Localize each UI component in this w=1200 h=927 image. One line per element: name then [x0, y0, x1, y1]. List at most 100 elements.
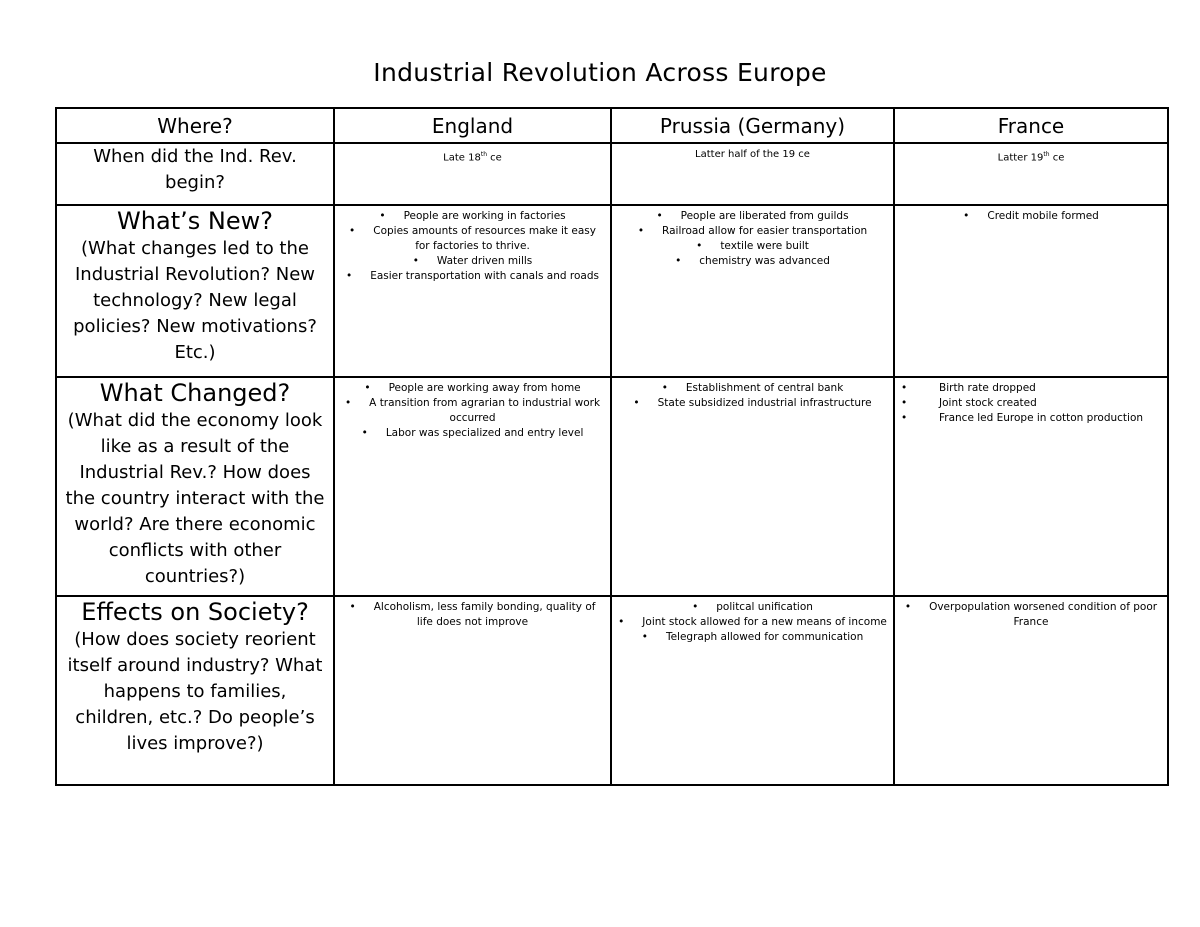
- bullet-icon: •: [633, 397, 640, 409]
- list-item-text: Water driven mills: [436, 255, 533, 267]
- list-item-text: France led Europe in cotton production: [939, 412, 1144, 424]
- list-item-text: Alcoholism, less family bonding, quality…: [373, 601, 596, 628]
- list-item-text: Overpopulation worsened condition of poo…: [929, 601, 1158, 628]
- list-item-text: People are working away from home: [388, 382, 581, 394]
- list-item-text: Birth rate dropped: [939, 382, 1036, 394]
- bullet-icon: •: [361, 427, 368, 439]
- bullet-list: • People are liberated from guilds • Railro…: [618, 206, 887, 269]
- bullet-icon: •: [346, 270, 353, 282]
- france-cell: • Overpopulation worsened condition of po…: [893, 595, 1169, 786]
- header-france: France: [893, 107, 1169, 144]
- question-cell: What Changed? (What did the economy look …: [55, 376, 335, 597]
- when-sup: th: [1043, 151, 1050, 158]
- france-cell: • Birth rate dropped • Joint stock created •…: [893, 376, 1169, 597]
- bullet-icon: •: [901, 412, 908, 424]
- prussia-when: Latter half of the 19 ce: [610, 142, 895, 206]
- bullet-list: • Establishment of central bank • State sub…: [618, 378, 887, 411]
- when-suffix: ce: [487, 152, 502, 164]
- bullet-list: • People are working in factories • Copies …: [341, 206, 604, 284]
- england-cell: • People are working away from home • A tra…: [333, 376, 612, 597]
- list-item: • People are working in factories: [341, 209, 604, 224]
- page-title: Industrial Revolution Across Europe: [373, 58, 827, 87]
- header-prussia: Prussia (Germany): [610, 107, 895, 144]
- comparison-table: Where? England Prussia (Germany) France …: [55, 107, 1169, 786]
- list-item: • politcal unification: [618, 600, 887, 615]
- prussia-cell: • People are liberated from guilds • Railro…: [610, 204, 895, 378]
- question-title: Effects on Society?: [81, 598, 309, 626]
- list-item-text: People are working in factories: [403, 210, 566, 222]
- list-item: • France led Europe in cotton production: [901, 411, 1161, 426]
- list-item: • Overpopulation worsened condition of po…: [901, 600, 1161, 630]
- bullet-icon: •: [661, 382, 668, 394]
- bullet-icon: •: [364, 382, 371, 394]
- list-item: • textile were built: [618, 239, 887, 254]
- list-item-text: Credit mobile formed: [987, 210, 1099, 222]
- list-item: • Birth rate dropped: [901, 381, 1161, 396]
- question-title: What’s New?: [117, 207, 273, 235]
- list-item: • People are liberated from guilds: [618, 209, 887, 224]
- list-item-text: chemistry was advanced: [699, 255, 830, 267]
- list-item: • Railroad allow for easier transportatio…: [618, 224, 887, 239]
- england-cell: • Alcoholism, less family bonding, qualit…: [333, 595, 612, 786]
- france-cell: • Credit mobile formed: [893, 204, 1169, 378]
- list-item-text: Establishment of central bank: [685, 382, 844, 394]
- list-item: • Water driven mills: [341, 254, 604, 269]
- list-item-text: Easier transportation with canals and ro…: [370, 270, 599, 282]
- table-row-when: When did the Ind. Rev. begin? Late 18th …: [55, 142, 1169, 206]
- bullet-icon: •: [637, 225, 645, 237]
- header-row: Where? England Prussia (Germany) France: [55, 107, 1169, 144]
- list-item-text: Telegraph allowed for communication: [665, 631, 864, 643]
- list-item: • State subsidized industrial infrastruct…: [618, 396, 887, 411]
- list-item: • Credit mobile formed: [901, 209, 1161, 224]
- france-when: Latter 19th ce: [893, 142, 1169, 206]
- bullet-list: • Birth rate dropped • Joint stock created •…: [901, 378, 1161, 426]
- prussia-cell: • politcal unification • Joint stock allowe…: [610, 595, 895, 786]
- list-item: • Telegraph allowed for communication: [618, 630, 887, 645]
- list-item-text: Joint stock allowed for a new means of i…: [642, 616, 887, 628]
- when-text: Late 18: [443, 152, 481, 164]
- list-item-text: Copies amounts of resources make it easy…: [373, 225, 596, 252]
- when-suffix: ce: [1049, 152, 1065, 164]
- question-cell: What’s New? (What changes led to the Indu…: [55, 204, 335, 378]
- bullet-list: • Alcoholism, less family bonding, qualit…: [341, 597, 604, 630]
- bullet-list: • Credit mobile formed: [901, 206, 1161, 224]
- when-text: Latter 19: [997, 152, 1044, 164]
- england-when: Late 18th ce: [333, 142, 612, 206]
- bullet-icon: •: [412, 255, 419, 267]
- list-item: • People are working away from home: [341, 381, 604, 396]
- list-item: • Labor was specialized and entry level: [341, 426, 604, 441]
- list-item: • Establishment of central bank: [618, 381, 887, 396]
- bullet-list: • Overpopulation worsened condition of po…: [901, 597, 1161, 630]
- list-item-text: textile were built: [720, 240, 809, 252]
- table-row-what-changed: What Changed? (What did the economy look …: [55, 376, 1169, 597]
- list-item-text: Railroad allow for easier transportation: [662, 225, 868, 237]
- bullet-icon: •: [901, 382, 908, 394]
- list-item-text: A transition from agrarian to industrial…: [369, 397, 601, 424]
- bullet-list: • politcal unification • Joint stock allowe…: [618, 597, 887, 645]
- header-england: England: [333, 107, 612, 144]
- bullet-icon: •: [675, 255, 682, 267]
- question-cell: When did the Ind. Rev. begin?: [55, 142, 335, 206]
- list-item-text: politcal unification: [716, 601, 813, 613]
- question-cell: Effects on Society? (How does society reo…: [55, 595, 335, 786]
- bullet-icon: •: [344, 397, 352, 409]
- bullet-icon: •: [641, 631, 648, 643]
- list-item: • Copies amounts of resources make it eas…: [341, 224, 604, 254]
- table-row-whats-new: What’s New? (What changes led to the Indu…: [55, 204, 1169, 378]
- bullet-icon: •: [963, 210, 970, 222]
- question-description: (What did the economy look like as a res…: [65, 410, 325, 587]
- prussia-cell: • Establishment of central bank • State sub…: [610, 376, 895, 597]
- list-item: • Easier transportation with canals and r…: [341, 269, 604, 284]
- bullet-icon: •: [379, 210, 386, 222]
- list-item: • A transition from agrarian to industria…: [341, 396, 604, 426]
- england-cell: • People are working in factories • Copies …: [333, 204, 612, 378]
- list-item: • Joint stock created: [901, 396, 1161, 411]
- header-where: Where?: [55, 107, 335, 144]
- list-item: • Alcoholism, less family bonding, qualit…: [341, 600, 604, 630]
- list-item-text: People are liberated from guilds: [680, 210, 849, 222]
- bullet-icon: •: [349, 225, 356, 237]
- question-title: What Changed?: [99, 379, 291, 407]
- list-item-text: Joint stock created: [939, 397, 1037, 409]
- list-item: • chemistry was advanced: [618, 254, 887, 269]
- bullet-icon: •: [901, 397, 908, 409]
